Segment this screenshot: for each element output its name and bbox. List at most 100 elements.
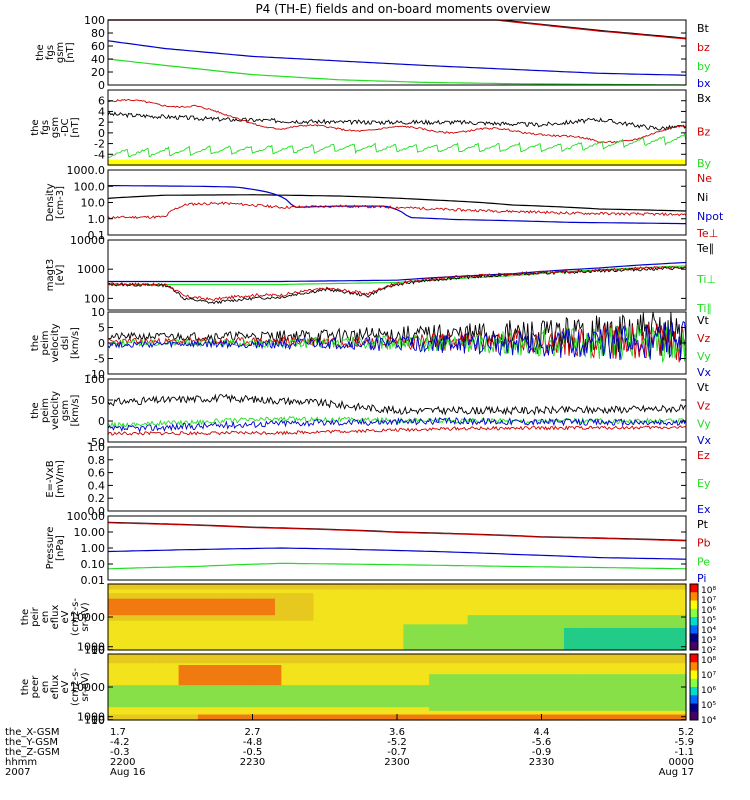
heatmap-cell	[152, 602, 160, 605]
heatmap-cell	[120, 665, 128, 668]
heatmap-cell	[493, 626, 501, 629]
heatmap-cell	[596, 584, 604, 587]
heatmap-cell	[274, 609, 282, 613]
heatmap-cell	[628, 635, 636, 638]
heatmap-cell	[570, 595, 578, 598]
heatmap-cell	[146, 718, 154, 721]
heatmap-cell	[364, 593, 372, 596]
heatmap-cell	[409, 598, 417, 602]
heatmap-cell	[236, 635, 244, 638]
heatmap-cell	[583, 589, 591, 592]
heatmap-cell	[563, 631, 571, 635]
heatmap-cell	[172, 626, 180, 629]
heatmap-cell	[608, 595, 616, 598]
heatmap-cell	[390, 617, 398, 620]
heatmap-cell	[255, 655, 263, 659]
heatmap-cell	[230, 679, 238, 683]
heatmap-cell	[223, 654, 231, 657]
heatmap-cell	[294, 692, 302, 695]
heatmap-cell	[255, 602, 263, 605]
heatmap-cell	[660, 591, 668, 594]
heatmap-cell	[172, 683, 180, 686]
heatmap-cell	[114, 692, 122, 695]
heatmap-cell	[191, 615, 199, 618]
heatmap-cell	[403, 596, 411, 600]
heatmap-cell	[493, 593, 501, 596]
heatmap-cell	[531, 618, 539, 622]
heatmap-cell	[300, 670, 308, 673]
heatmap-cell	[146, 666, 154, 670]
series-line-Bt	[108, 19, 687, 39]
heatmap-cell	[673, 598, 681, 602]
heatmap-cell	[223, 644, 231, 647]
heatmap-cell	[307, 628, 315, 631]
heatmap-cell	[409, 611, 417, 614]
heatmap-cell	[114, 716, 122, 719]
heatmap-cell	[268, 670, 276, 673]
heatmap-cell	[332, 587, 340, 591]
heatmap-cell	[249, 626, 257, 629]
heatmap-cell	[159, 604, 167, 607]
heatmap-cell	[217, 701, 225, 705]
heatmap-cell	[127, 679, 135, 683]
heatmap-cell	[544, 637, 552, 640]
heatmap-cell	[242, 593, 250, 596]
heatmap-cell	[274, 617, 282, 620]
heatmap-cell	[197, 585, 205, 589]
heatmap-cell	[146, 618, 154, 622]
heatmap-cell	[339, 600, 347, 603]
heatmap-cell	[557, 617, 565, 620]
heatmap-cell	[416, 622, 424, 625]
heatmap-cell	[242, 642, 250, 646]
heatmap-cell	[313, 683, 321, 686]
heatmap-cell	[486, 648, 494, 651]
heatmap-cell	[300, 593, 308, 596]
heatmap-cell	[133, 663, 141, 666]
heatmap-cell	[602, 604, 610, 607]
heatmap-cell	[544, 631, 552, 635]
heatmap-cell	[583, 587, 591, 591]
heatmap-cell	[647, 602, 655, 605]
heatmap-cell	[294, 644, 302, 647]
heatmap-cell	[120, 705, 128, 708]
heatmap-cell	[152, 640, 160, 644]
heatmap-cell	[217, 707, 225, 710]
heatmap-cell	[262, 705, 270, 708]
heatmap-cell	[204, 698, 212, 701]
heatmap-cell	[146, 701, 154, 705]
heatmap-cell	[108, 635, 116, 638]
heatmap-cell	[236, 679, 244, 683]
heatmap-cell	[262, 642, 270, 646]
heatmap-cell	[480, 640, 488, 644]
heatmap-cell	[172, 617, 180, 620]
heatmap-cell	[236, 690, 244, 694]
heatmap-cell	[409, 637, 417, 640]
heatmap-cell	[178, 600, 186, 603]
heatmap-cell	[628, 644, 636, 647]
heatmap-cell	[454, 646, 462, 649]
heatmap-cell	[557, 613, 565, 616]
heatmap-cell	[230, 628, 238, 631]
heatmap-cell	[159, 596, 167, 600]
heatmap-cell	[345, 593, 353, 596]
heatmap-cell	[339, 631, 347, 635]
heatmap-cell	[242, 703, 250, 706]
heatmap-cell	[525, 629, 533, 633]
heatmap-cell	[152, 607, 160, 611]
heatmap-cell	[281, 654, 289, 657]
heatmap-cell	[608, 644, 616, 647]
heatmap-cell	[191, 696, 199, 699]
heatmap-cell	[397, 604, 405, 607]
heatmap-cell	[242, 620, 250, 624]
heatmap-cell	[197, 677, 205, 681]
heatmap-cell	[133, 584, 141, 587]
heatmap-cell	[152, 648, 160, 651]
heatmap-cell	[319, 600, 327, 603]
heatmap-cell	[127, 604, 135, 607]
heatmap-cell	[345, 670, 353, 673]
heatmap-cell	[223, 642, 231, 646]
heatmap-cell	[146, 648, 154, 651]
heatmap-cell	[384, 585, 392, 589]
heatmap-cell	[210, 712, 218, 716]
